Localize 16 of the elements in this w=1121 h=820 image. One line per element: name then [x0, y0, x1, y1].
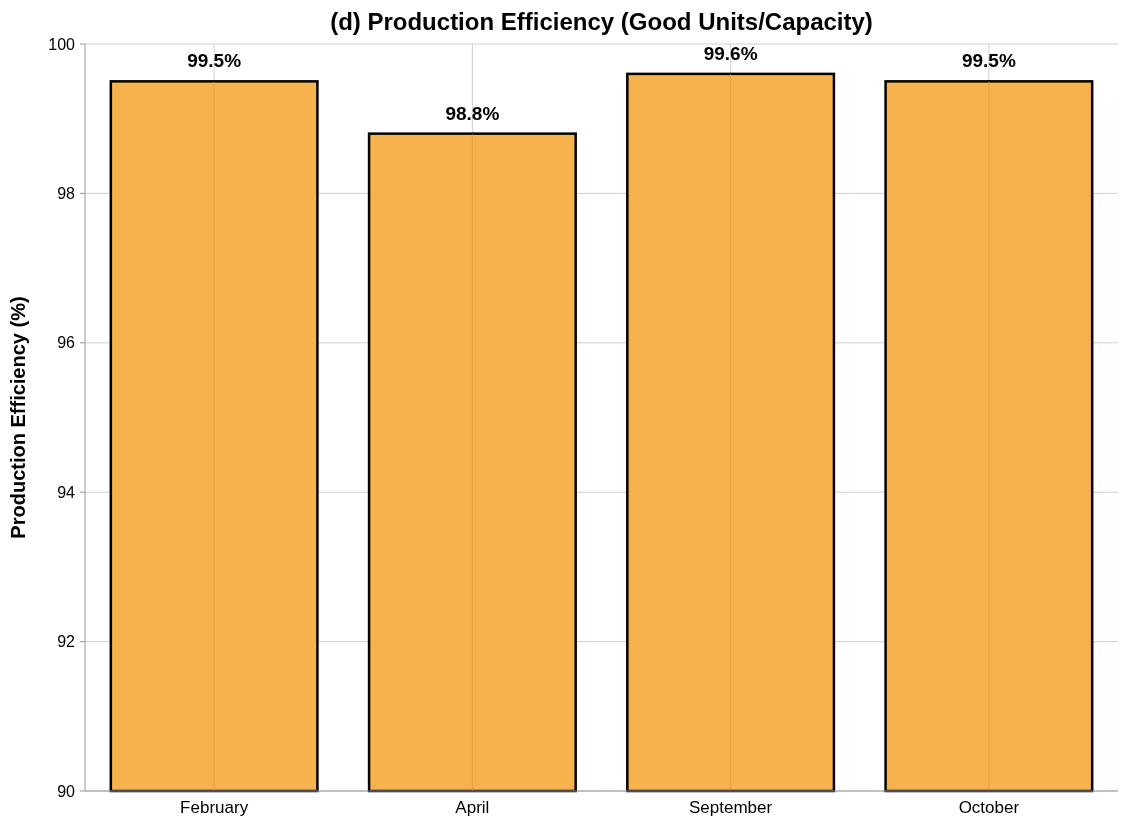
data-label: 99.5% [187, 50, 242, 72]
y-tick-label: 90 [57, 782, 76, 800]
y-tick-label: 92 [57, 633, 76, 651]
x-tick-label: February [180, 798, 249, 817]
x-tick-label: April [455, 798, 490, 817]
y-tick-label: 94 [57, 483, 76, 501]
chart-title: (d) Production Efficiency (Good Units/Capacity) [330, 8, 873, 35]
data-label: 99.5% [961, 50, 1016, 72]
data-label: 99.6% [703, 42, 758, 64]
x-tick-label: October [958, 798, 1020, 817]
y-tick-label: 100 [48, 35, 76, 53]
data-label: 98.8% [445, 102, 500, 124]
y-tick-label: 98 [57, 185, 76, 202]
x-tick-label: September [689, 798, 773, 817]
y-tick-label: 96 [57, 334, 76, 352]
y-axis-title: Production Efficiency (%) [7, 296, 29, 539]
